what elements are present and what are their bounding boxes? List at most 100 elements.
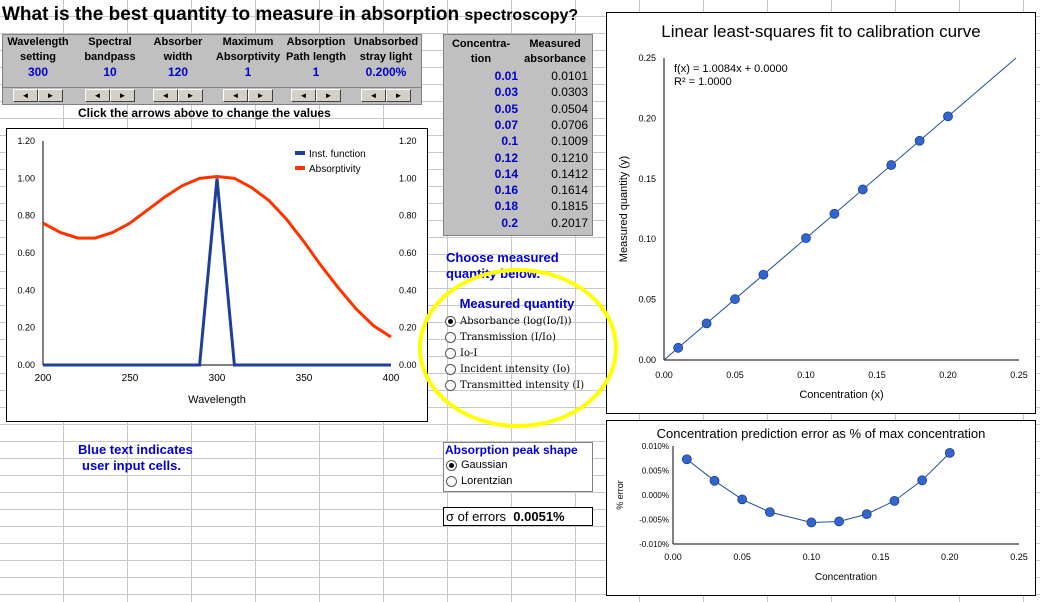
arrow-left-icon[interactable]: ◄ [361, 89, 386, 102]
x-tick-label: 0.15 [868, 370, 886, 380]
x-tick-label: 0.10 [797, 370, 815, 380]
x-tick-label: 300 [209, 373, 226, 384]
measured-option[interactable]: Incident intensity (Io) [443, 361, 591, 377]
arrow-left-icon[interactable]: ◄ [153, 89, 178, 102]
arrow-right-icon[interactable]: ► [386, 89, 411, 102]
r-squared: R² = 1.0000 [674, 76, 732, 88]
data-point [834, 516, 844, 527]
absorbance-cell: 0.1815 [551, 199, 588, 214]
sigma-label: σ of errors [446, 509, 507, 524]
concentration-cell[interactable]: 0.12 [494, 150, 518, 165]
y-tick-label: 0.60 [17, 248, 35, 258]
table-row: 0.16 0.1614 [444, 183, 592, 199]
arrow-right-icon[interactable]: ► [248, 89, 273, 102]
concentration-header: Concentra-tion [451, 38, 511, 65]
concentration-cell[interactable]: 0.01 [494, 69, 518, 83]
arrow-right-icon[interactable]: ► [178, 89, 203, 102]
table-row: 0.03 0.0303 [444, 85, 592, 101]
radio-icon[interactable] [446, 475, 457, 487]
arrow-left-icon[interactable]: ◄ [85, 89, 110, 102]
radio-icon[interactable] [446, 459, 457, 471]
concentration-cell[interactable]: 0.05 [494, 101, 518, 116]
data-point [886, 160, 897, 170]
measured-quantity-title: Measured quantity [459, 296, 575, 311]
arrow-left-icon[interactable]: ◄ [13, 89, 38, 102]
absorbance-cell: 0.2017 [551, 215, 588, 230]
arrow-left-icon[interactable]: ◄ [291, 89, 316, 102]
y-tick-label: 1.00 [17, 173, 35, 183]
data-point [681, 454, 692, 465]
x-tick-label: 0.05 [733, 552, 751, 562]
param-stray-light: Unabsorbed stray light 0.200% [351, 35, 421, 80]
measured-option[interactable]: Transmission (I/Io) [443, 329, 591, 345]
peak-option[interactable]: Lorentzian [444, 473, 592, 489]
param-absorber-width: Absorber width 120 [143, 35, 213, 80]
y-tick-label: 0.05 [638, 295, 656, 305]
data-point [758, 269, 769, 280]
arrow-left-icon[interactable]: ◄ [223, 89, 248, 102]
calibration-chart: Linear least-squares fit to calibration … [606, 12, 1036, 414]
y-tick-label: 0.010% [642, 442, 669, 451]
y2-tick-label: 0.00 [399, 360, 417, 370]
data-point [889, 495, 900, 506]
y2-tick-label: 0.80 [399, 211, 417, 221]
concentration-cell[interactable]: 0.1 [501, 134, 518, 149]
fit-equation: f(x) = 1.0084x + 0.0000 [674, 63, 788, 75]
radio-icon[interactable] [445, 331, 456, 343]
y-tick-label: 0.000% [642, 491, 669, 500]
concentration-cell[interactable]: 0.2 [501, 215, 518, 230]
table-row: 0.01 0.0101 [444, 69, 592, 85]
data-point [730, 294, 740, 305]
radio-icon[interactable] [445, 347, 456, 359]
param-value[interactable]: 10 [103, 65, 117, 79]
option-label: Transmission (I/Io) [460, 331, 556, 343]
concentration-cell[interactable]: 0.16 [494, 183, 518, 198]
param-value[interactable]: 1 [312, 65, 320, 79]
y-axis-label: Measured quantity (y) [618, 156, 630, 262]
data-point [914, 135, 925, 146]
y2-tick-label: 1.20 [399, 136, 417, 146]
table-row: 0.2 0.2017 [444, 216, 592, 232]
arrow-right-icon[interactable]: ► [38, 89, 63, 102]
blue-note: Blue text indicates [78, 442, 193, 457]
measured-option[interactable]: Io-I [443, 345, 591, 361]
arrow-right-icon[interactable]: ► [110, 89, 135, 102]
concentration-cell[interactable]: 0.18 [494, 199, 518, 214]
y-tick-label: 0.00 [17, 360, 35, 370]
table-row: 0.12 0.1210 [444, 151, 592, 167]
absorbance-cell: 0.1009 [551, 134, 588, 149]
legend-absorptivity-label: Absorptivity [309, 164, 361, 175]
concentration-cell[interactable]: 0.07 [494, 117, 518, 132]
option-label: Gaussian [461, 459, 508, 471]
spectrum-chart-svg: 0.00 0.00 0.20 0.20 0.40 0.40 0.60 0.60 0.80 0.80… [17, 136, 417, 406]
data-point [764, 507, 775, 518]
measured-option[interactable]: Transmitted intensity (I) [443, 377, 591, 393]
param-value[interactable]: 120 [167, 65, 189, 79]
x-tick-label: 0.20 [941, 552, 959, 562]
radio-icon[interactable] [445, 315, 456, 327]
param-wavelength: Wavelength setting 300 [3, 35, 73, 80]
peak-option[interactable]: Gaussian [444, 457, 592, 473]
arrow-right-icon[interactable]: ► [316, 89, 341, 102]
table-row: 0.18 0.1815 [444, 199, 592, 215]
param-value[interactable]: 1 [244, 65, 252, 79]
measured-option[interactable]: Absorbance (log(Io/I)) [443, 313, 591, 329]
table-row: 0.14 0.1412 [444, 167, 592, 183]
param-path-length: Absorption Path length 1 [281, 35, 351, 80]
concentration-cell[interactable]: 0.14 [494, 166, 518, 181]
x-tick-label: 0.25 [1010, 370, 1028, 380]
radio-icon[interactable] [445, 363, 456, 375]
x-tick-label: 400 [383, 373, 400, 384]
concentration-table: Concentra-tion Measured absorbance 0.01 0.… [443, 34, 593, 236]
radio-icon[interactable] [445, 379, 456, 391]
spinner-stray-light: ◄ ► [361, 89, 411, 102]
param-value[interactable]: 0.200% [365, 65, 407, 79]
measured-quantity-group: Measured quantity Absorbance (log(Io/I))… [443, 296, 591, 394]
y2-tick-label: 0.20 [399, 323, 417, 333]
absorbance-cell: 0.0706 [551, 117, 588, 132]
y-tick-label: -0.010% [639, 540, 669, 549]
x-tick-label: 0.10 [803, 552, 821, 562]
param-value[interactable]: 300 [27, 65, 49, 79]
data-point [673, 342, 684, 353]
concentration-cell[interactable]: 0.03 [494, 85, 518, 100]
